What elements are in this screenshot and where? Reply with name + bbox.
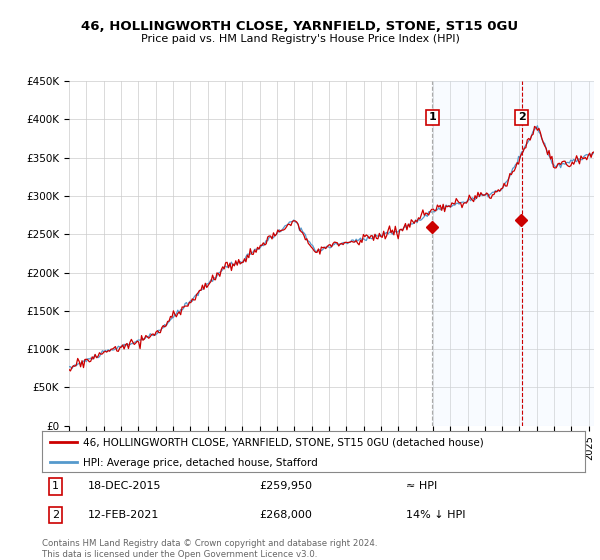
Text: 46, HOLLINGWORTH CLOSE, YARNFIELD, STONE, ST15 0GU: 46, HOLLINGWORTH CLOSE, YARNFIELD, STONE… <box>82 20 518 34</box>
Text: £268,000: £268,000 <box>259 510 312 520</box>
Text: 46, HOLLINGWORTH CLOSE, YARNFIELD, STONE, ST15 0GU (detached house): 46, HOLLINGWORTH CLOSE, YARNFIELD, STONE… <box>83 438 484 448</box>
Text: 2: 2 <box>518 113 526 123</box>
Text: 12-FEB-2021: 12-FEB-2021 <box>88 510 160 520</box>
Text: 18-DEC-2015: 18-DEC-2015 <box>88 482 161 491</box>
Bar <box>432 81 521 426</box>
Text: Price paid vs. HM Land Registry's House Price Index (HPI): Price paid vs. HM Land Registry's House … <box>140 34 460 44</box>
Text: Contains HM Land Registry data © Crown copyright and database right 2024.
This d: Contains HM Land Registry data © Crown c… <box>42 539 377 559</box>
Bar <box>521 81 594 426</box>
Text: 14% ↓ HPI: 14% ↓ HPI <box>406 510 466 520</box>
Text: 2: 2 <box>52 510 59 520</box>
Text: HPI: Average price, detached house, Stafford: HPI: Average price, detached house, Staf… <box>83 458 317 468</box>
Text: 1: 1 <box>428 113 436 123</box>
Text: 1: 1 <box>52 482 59 491</box>
Text: ≈ HPI: ≈ HPI <box>406 482 437 491</box>
Text: £259,950: £259,950 <box>259 482 312 491</box>
